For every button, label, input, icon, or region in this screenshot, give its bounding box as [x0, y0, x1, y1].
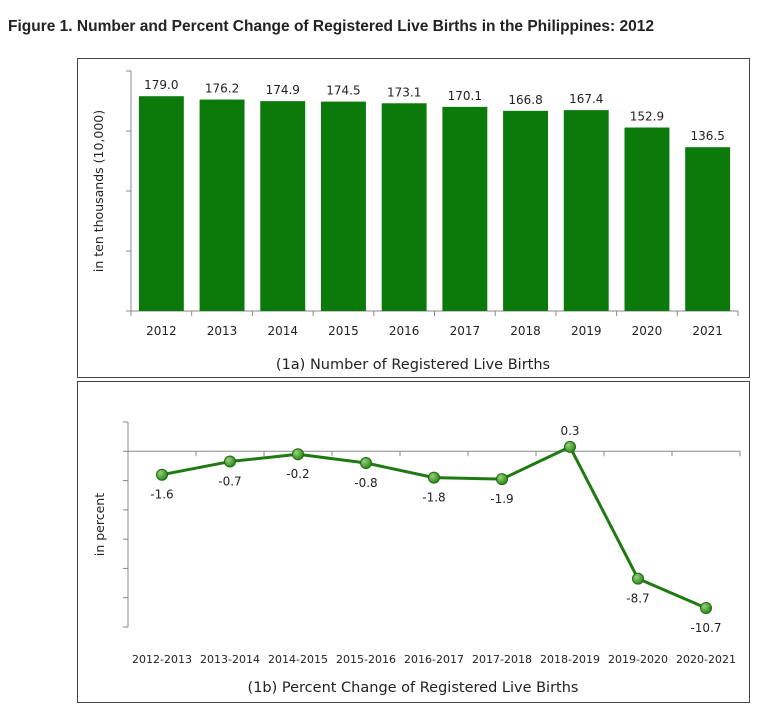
- figure-title: Figure 1. Number and Percent Change of R…: [8, 18, 654, 35]
- bar: [381, 103, 427, 311]
- data-label: -8.7: [626, 592, 649, 606]
- x-tick-label: 2016: [389, 324, 420, 338]
- data-point: [496, 473, 508, 486]
- x-tick-label: 2015-2016: [336, 653, 396, 666]
- x-tick-label: 2020-2021: [676, 653, 736, 666]
- data-point: [156, 468, 168, 481]
- data-label: -0.2: [286, 467, 309, 481]
- bar-value-label: 179.0: [144, 78, 178, 92]
- bar-chart-panel: 179.0 2012 176.2 2013 174.9 2014 174.5 2015 173.…: [77, 58, 750, 378]
- x-tick-label: 2014: [267, 324, 298, 338]
- bar: [199, 99, 245, 311]
- bar-value-label: 173.1: [387, 85, 421, 99]
- bar: [503, 110, 549, 311]
- bar: [260, 101, 306, 311]
- bar: [685, 147, 731, 311]
- x-tick-label: 2014-2015: [268, 653, 328, 666]
- bar-value-label: 167.4: [569, 92, 603, 106]
- x-tick-label: 2020: [632, 324, 663, 338]
- line-chart-panel: -1.6 -0.7 -0.2 -0.8 -1.8 -1.9 0.3 -8.7 -10.7 2012…: [77, 381, 750, 703]
- data-point: [360, 457, 372, 469]
- x-tick-label: 2013: [207, 324, 238, 338]
- line-chart: -1.6 -0.7 -0.2 -0.8 -1.8 -1.9 0.3 -8.7 -10.7 2012…: [92, 421, 741, 696]
- data-label: -10.7: [690, 621, 721, 635]
- bar-value-label: 176.2: [205, 82, 239, 96]
- bar: [624, 127, 670, 312]
- y-axis-title: in percent: [92, 493, 107, 556]
- x-tick-label: 2015: [328, 324, 359, 338]
- x-tick-label: 2017: [450, 324, 481, 338]
- bar-value-label: 166.8: [508, 93, 542, 107]
- x-tick-label: 2012-2013: [132, 653, 192, 666]
- data-point: [564, 440, 576, 453]
- bar: [442, 106, 488, 311]
- x-tick-label: 2012: [146, 324, 177, 338]
- x-tick-label: 2018: [510, 324, 541, 338]
- bar-value-label: 136.5: [690, 129, 724, 143]
- y-axis-title: in ten thousands (10,000): [91, 110, 106, 272]
- data-point: [632, 572, 644, 585]
- data-point: [224, 455, 236, 468]
- x-tick-label: 2019: [571, 324, 602, 338]
- bar-chart: 179.0 2012 176.2 2013 174.9 2014 174.5 2015 173.…: [91, 70, 739, 373]
- x-tick-label: 2016-2017: [404, 653, 464, 666]
- x-tick-label: 2017-2018: [472, 653, 532, 666]
- bar-value-label: 174.5: [326, 84, 360, 98]
- data-label: -0.8: [354, 476, 377, 490]
- data-label: -1.8: [422, 491, 445, 505]
- bar: [138, 96, 184, 311]
- bar: [320, 101, 366, 311]
- data-label: 0.3: [560, 424, 579, 438]
- x-tick-label: 2021: [692, 324, 723, 338]
- bar-value-label: 152.9: [630, 110, 664, 124]
- chart-title: (1a) Number of Registered Live Births: [276, 357, 550, 373]
- x-tick-label: 2013-2014: [200, 653, 260, 666]
- x-tick-label: 2019-2020: [608, 653, 668, 666]
- data-point: [428, 471, 440, 484]
- data-point: [700, 601, 712, 614]
- series-line: [161, 445, 707, 610]
- bar-value-label: 170.1: [448, 89, 482, 103]
- data-point: [292, 448, 304, 461]
- x-tick-label: 2018-2019: [540, 653, 600, 666]
- chart-title: (1b) Percent Change of Registered Live B…: [248, 680, 579, 696]
- data-label: -1.6: [150, 488, 173, 502]
- bar: [563, 110, 609, 311]
- bar-value-label: 174.9: [266, 83, 300, 97]
- data-label: -0.7: [218, 475, 241, 489]
- data-label: -1.9: [490, 492, 513, 506]
